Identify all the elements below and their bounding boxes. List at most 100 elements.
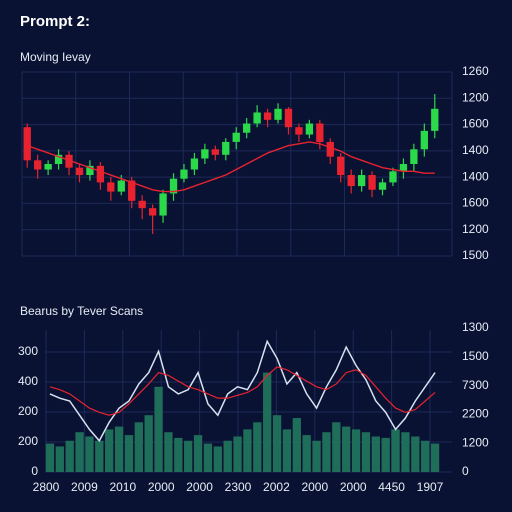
line [49,339,436,443]
candle-body [243,123,251,133]
y-tick-label: 1200 [462,90,489,104]
volume-bar [263,372,272,472]
y2-tick-label: 1300 [462,320,489,334]
volume-bar [342,426,351,472]
volume-bar [332,422,341,472]
volume-bar [282,429,292,472]
y-tick-label: 0 [31,464,38,478]
candle-body [399,164,408,172]
candle-body [75,167,84,176]
candle-body [410,149,418,164]
candle-body [107,182,115,192]
y2-tick-label: 2200 [462,407,489,421]
volume-bar [272,415,282,472]
candle-body [378,182,387,190]
volume-bar [203,443,213,472]
volume-bar [105,429,114,472]
volume-bar [144,415,153,472]
chart-title: Moving Ievay [20,50,91,64]
x-tick-label: 2800 [33,480,60,494]
candle-body [138,200,146,209]
x-tick-label: 2000 [186,480,213,494]
volume-bar [361,432,371,472]
chart-title: Bearus by Tever Scans [20,304,143,318]
volume-bar [85,436,94,472]
y-tick-label: 1260 [462,64,489,78]
candle-body [65,154,73,168]
volume-bar [55,446,64,472]
candle-body [263,112,272,120]
volume-bar [213,446,222,472]
candle-body [274,108,282,120]
page-title: Prompt 2: [20,13,90,30]
volume-bar [430,443,440,472]
y-tick-label: 1200 [462,222,489,236]
y-tick-label: 400 [18,374,38,388]
candle-body [54,154,63,164]
x-tick-label: 2002 [263,480,290,494]
candle-body [284,108,293,128]
volume-bar [391,429,400,472]
volume-bar [65,440,74,472]
volume-bar [95,440,104,472]
volume-bar [184,440,193,472]
x-tick-label: 2009 [71,480,98,494]
candle-body [295,127,303,135]
volume-bar [233,436,242,472]
y-tick-label: 1600 [462,196,489,210]
volume-bar [421,440,430,472]
x-tick-label: 2300 [225,480,252,494]
candle-body [389,171,397,183]
y-tick-label: 200 [18,434,38,448]
candle-body [148,208,157,216]
candle-body [316,123,324,142]
volume-bar [174,437,183,472]
y2-tick-label: 1200 [462,435,489,449]
line [49,366,436,416]
volume-bar [114,426,124,472]
volume-bar [381,437,390,472]
x-tick-label: 2000 [148,480,175,494]
y2-tick-label: 7300 [462,378,489,392]
candle-body [44,164,52,170]
y2-tick-label: 0 [462,464,469,478]
volume-bar [223,440,232,472]
candle-body [211,149,219,155]
candle-body [222,141,230,155]
candle-body [431,108,439,131]
volume-bar [124,435,134,472]
x-tick-label: 4450 [378,480,405,494]
candle-body [86,165,94,176]
volume-bar [253,422,262,472]
volume-bar [371,436,380,472]
candle-body [201,149,209,159]
y2-tick-label: 1500 [462,349,489,363]
moving-average [26,141,435,193]
y-tick-label: 1400 [462,169,489,183]
y-tick-label: 300 [18,344,38,358]
volume-bar [351,429,361,472]
volume-bar [401,432,410,472]
candle-body [96,165,105,183]
y-tick-label: 200 [18,404,38,418]
x-tick-label: 1907 [417,480,444,494]
candle-body [253,112,261,124]
candle-body [117,180,125,192]
x-tick-label: 2000 [340,480,367,494]
candle-body [305,123,314,135]
candle-body [159,193,167,216]
volume-bar [75,432,84,472]
volume-bar [45,443,55,472]
candle-body [357,175,366,187]
candle-body [23,127,31,161]
x-tick-label: 2000 [301,480,328,494]
candle-body [169,178,178,194]
candle-body [34,160,42,170]
volume-bar [164,432,173,472]
candle-body [128,180,136,201]
volume-bar [154,386,163,472]
volume-bar [302,435,311,472]
volume-bar [193,435,203,472]
